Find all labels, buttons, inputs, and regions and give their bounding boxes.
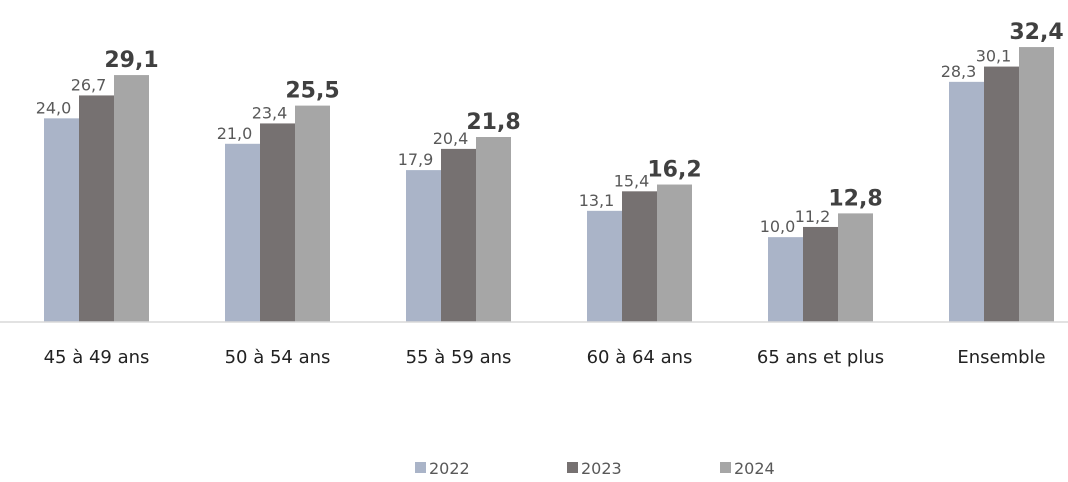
legend-label: 2024 [734,459,775,478]
data-label: 21,8 [466,110,520,135]
legend-swatch [567,462,578,473]
data-label: 32,4 [1009,20,1063,45]
legend-label: 2022 [429,459,470,478]
bar [657,184,692,322]
data-label: 20,4 [433,129,469,148]
x-tick-label: 60 à 64 ans [587,347,693,368]
legend-swatch [720,462,731,473]
bar [441,148,476,322]
bar [838,213,873,322]
x-tick-label: 55 à 59 ans [406,347,512,368]
data-label: 24,0 [36,98,72,117]
data-label: 17,9 [398,150,434,169]
bar [225,143,260,322]
bar [949,81,984,323]
data-label: 12,8 [828,186,882,211]
bar [476,137,511,322]
x-tick-label: Ensemble [957,347,1045,368]
x-tick-label: 65 ans et plus [757,347,884,368]
data-label: 28,3 [941,62,977,81]
data-label: 15,4 [614,171,650,190]
data-label: 25,5 [285,79,339,104]
bar [1019,47,1054,322]
data-label: 23,4 [252,103,288,122]
bar [768,237,803,322]
legend-swatch [415,462,426,473]
data-label: 30,1 [976,47,1012,66]
bar [79,95,114,322]
bar [295,105,330,322]
bar [260,123,295,322]
x-tick-label: 50 à 54 ans [225,347,331,368]
bar [622,191,657,322]
data-label: 13,1 [579,191,615,210]
bar [587,210,622,322]
data-label: 10,0 [760,217,796,236]
data-label: 29,1 [104,48,158,73]
data-label: 26,7 [71,75,107,94]
bar [406,170,441,322]
data-label: 21,0 [217,124,253,143]
data-label: 16,2 [647,158,701,183]
x-tick-label: 45 à 49 ans [44,347,150,368]
data-label: 11,2 [795,207,831,226]
legend-label: 2023 [581,459,622,478]
bar [803,226,838,322]
bar [44,118,79,322]
bar [984,66,1019,322]
bar [114,75,149,323]
